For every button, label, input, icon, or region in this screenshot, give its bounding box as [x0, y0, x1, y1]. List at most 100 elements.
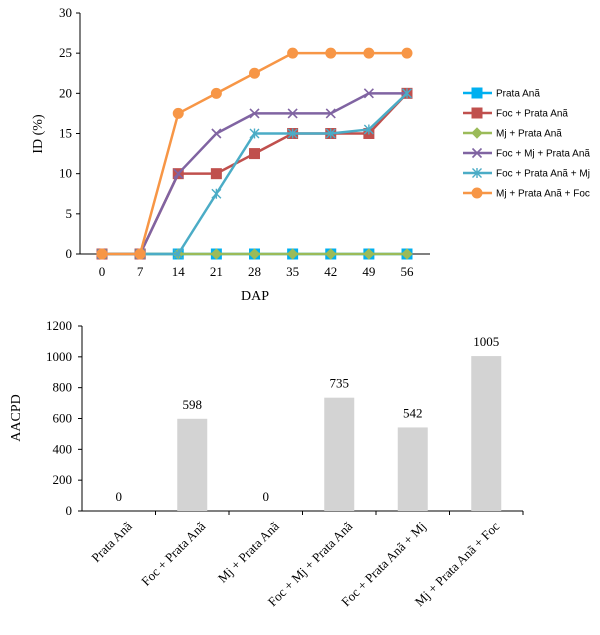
- y-tick-label: 10: [59, 166, 72, 181]
- y-tick-label: 30: [59, 5, 72, 20]
- legend-swatch-marker: [471, 87, 483, 99]
- legend-label: Foc + Mj + Prata Anã: [496, 149, 590, 160]
- bar-chart-data-labels: 0 598 0 735 542 1005: [116, 334, 500, 504]
- x-tick-label: 42: [324, 264, 337, 279]
- legend-item-mj-prata-an: Mj + Prata Anã: [463, 127, 562, 140]
- data-point: [249, 128, 260, 139]
- y-tick-label: 25: [59, 45, 72, 60]
- data-point: [401, 248, 413, 260]
- data-label: 542: [403, 405, 423, 420]
- line-chart-legend: Prata Anã Foc + Prata Anã Mj + Prata Anã Fo…: [463, 87, 590, 200]
- y-tick-label: 20: [59, 85, 72, 100]
- bar-chart: 0 200 400 600 800 1000 1200 0 598 0 735 542 1005 Pr…: [9, 318, 524, 609]
- data-point: [173, 249, 184, 259]
- x-tick-label: 0: [99, 264, 106, 279]
- data-point: [172, 107, 184, 119]
- data-point: [325, 128, 336, 139]
- data-point: [363, 124, 374, 135]
- data-point: [287, 108, 298, 119]
- data-point: [363, 248, 375, 260]
- data-point: [286, 248, 299, 260]
- x-tick-label: 49: [362, 264, 375, 279]
- y-tick-label: 1200: [46, 318, 72, 333]
- y-tick-label: 0: [66, 503, 73, 518]
- bar-foc-prata-an-mj: [397, 427, 428, 511]
- legend-swatch-marker: [471, 187, 483, 199]
- bar-mj-prata-an-foc: [471, 356, 502, 511]
- data-label: 0: [263, 489, 270, 504]
- data-point: [287, 47, 299, 59]
- data-label: 0: [116, 489, 123, 504]
- legend-label: Prata Anã: [496, 89, 540, 100]
- data-label: 1005: [473, 334, 499, 349]
- y-tick-label: 400: [53, 441, 73, 456]
- data-point: [96, 248, 108, 260]
- legend-item-foc-prata-an: Foc + Prata Anã: [463, 107, 568, 120]
- bar-chart-category-labels: Prata Anã Foc + Prata Anã Mj + Prata AnãFo…: [88, 511, 524, 609]
- legend-swatch-marker: [471, 127, 483, 139]
- x-tick-label: 7: [137, 264, 144, 279]
- data-point: [249, 148, 260, 160]
- bar-chart-axes: [81, 326, 523, 512]
- legend-swatch-marker: [471, 147, 483, 159]
- data-point: [363, 47, 375, 59]
- legend-item-prata-an: Prata Anã: [463, 87, 540, 100]
- x-tick-label: 21: [210, 264, 223, 279]
- legend-item-mj-prata-an-foc: Mj + Prata Anã + Foc: [463, 187, 590, 200]
- line-chart-x-axis-label: DAP: [241, 289, 269, 304]
- data-point: [211, 128, 222, 139]
- category-label: Prata Anã: [88, 518, 135, 565]
- data-point: [401, 47, 413, 59]
- data-point: [134, 248, 146, 260]
- data-point: [325, 47, 337, 59]
- data-point: [210, 87, 222, 99]
- category-label: Mj + Prata Anã: [215, 518, 282, 585]
- y-tick-label: 0: [66, 246, 73, 261]
- legend-item-foc-prata-an-mj: Foc + Prata Anã + Mj: [463, 168, 590, 180]
- y-tick-label: 600: [53, 411, 73, 426]
- series-foc-prata-an-mj: [97, 88, 412, 259]
- bar-foc-mj-prata-an: [324, 397, 355, 511]
- y-tick-label: 1000: [46, 349, 72, 364]
- legend-label: Foc + Prata Anã + Mj: [496, 169, 590, 180]
- x-tick-label: 14: [172, 264, 186, 279]
- data-point: [249, 108, 260, 119]
- data-point: [249, 67, 260, 79]
- legend-item-foc-mj-prata-an: Foc + Mj + Prata Anã: [463, 147, 590, 160]
- data-label: 598: [183, 397, 203, 412]
- legend-label: Mj + Prata Anã: [496, 129, 562, 140]
- y-tick-label: 15: [59, 126, 72, 141]
- line-chart-series: [96, 47, 413, 260]
- data-point: [402, 88, 412, 99]
- y-tick-label: 800: [53, 380, 73, 395]
- data-point: [248, 248, 261, 260]
- data-point: [210, 248, 223, 260]
- bar-chart-bars: [177, 356, 502, 511]
- data-label: 735: [330, 376, 350, 391]
- line-chart-y-axis-label: ID (%): [31, 114, 46, 154]
- legend-swatch-marker: [472, 168, 482, 178]
- x-tick-label: 56: [401, 264, 415, 279]
- bar-foc-prata-an: [177, 418, 208, 511]
- data-point: [173, 168, 184, 179]
- data-point: [325, 248, 337, 260]
- x-tick-label: 35: [286, 264, 299, 279]
- legend-swatch-marker: [471, 107, 483, 119]
- x-tick-label: 28: [248, 264, 261, 279]
- data-point: [211, 188, 222, 199]
- line-chart: 0 5 10 15 20 25 30 0 7 14 21 28 35 42 49 56 ID (%) DAP…: [31, 5, 590, 304]
- y-tick-label: 200: [53, 472, 73, 487]
- category-label: Foc + Prata Anã: [138, 518, 208, 588]
- series-mj-prata-an-foc: [96, 47, 413, 260]
- data-point: [287, 128, 298, 139]
- legend-label: Mj + Prata Anã + Foc: [496, 189, 590, 200]
- data-point: [363, 88, 374, 99]
- bar-chart-y-axis-label: AACPD: [9, 394, 24, 441]
- bar-chart-y-ticks: 0 200 400 600 800 1000 1200: [46, 318, 82, 518]
- y-tick-label: 5: [66, 206, 73, 221]
- line-chart-y-ticks: 0 5 10 15 20 25 30: [59, 5, 80, 261]
- legend-label: Foc + Prata Anã: [496, 109, 568, 120]
- data-point: [210, 168, 222, 180]
- data-point: [325, 108, 336, 119]
